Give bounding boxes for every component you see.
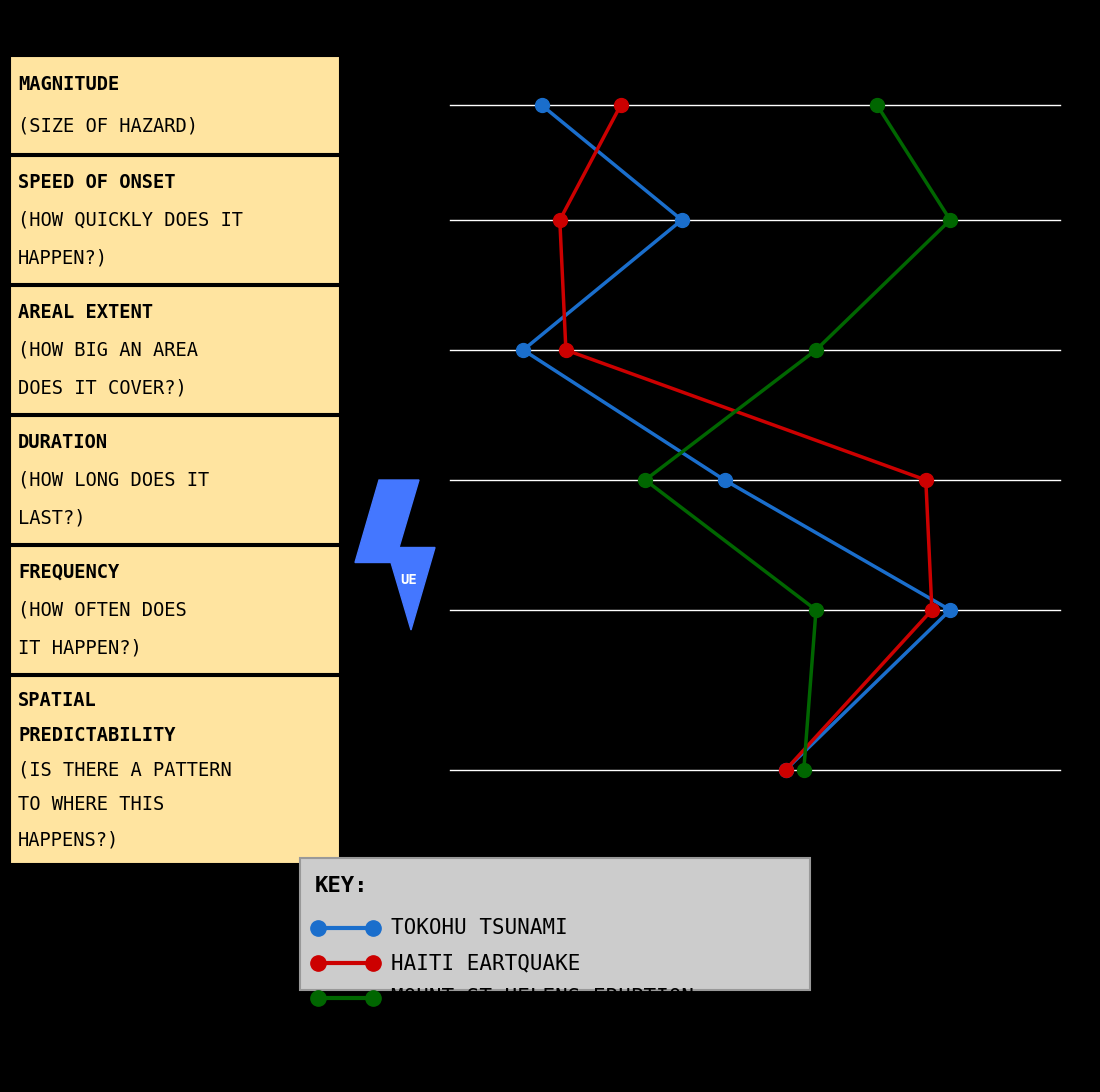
Text: AREAL EXTENT: AREAL EXTENT [18, 302, 153, 321]
Bar [10, 56, 340, 154]
Text: DURATION: DURATION [18, 432, 108, 451]
Text: KEY:: KEY: [315, 876, 368, 897]
Text: LAST?): LAST?) [18, 509, 86, 527]
Text: SPATIAL: SPATIAL [18, 691, 97, 710]
Text: TOKOHU TSUNAMI: TOKOHU TSUNAMI [390, 918, 568, 938]
Polygon shape [355, 480, 434, 630]
Text: (HOW OFTEN DOES: (HOW OFTEN DOES [18, 601, 187, 619]
Text: MAGNITUDE: MAGNITUDE [18, 74, 119, 94]
Text: HAPPEN?): HAPPEN?) [18, 249, 108, 268]
Text: TO WHERE THIS: TO WHERE THIS [18, 795, 164, 815]
Text: (HOW LONG DOES IT: (HOW LONG DOES IT [18, 471, 209, 489]
Bar [10, 286, 340, 414]
Text: HAITI EARTQUAKE: HAITI EARTQUAKE [390, 953, 581, 973]
Text: FREQUENCY: FREQUENCY [18, 562, 119, 582]
Bar [10, 156, 340, 284]
Bar [10, 416, 340, 544]
Text: IT HAPPEN?): IT HAPPEN?) [18, 639, 142, 657]
Text: (HOW QUICKLY DOES IT: (HOW QUICKLY DOES IT [18, 211, 243, 229]
Bar [10, 546, 340, 674]
Text: HAPPENS?): HAPPENS?) [18, 830, 119, 850]
Bar [300, 858, 810, 990]
Bar [10, 676, 340, 864]
Text: DOES IT COVER?): DOES IT COVER?) [18, 379, 187, 397]
Text: (HOW BIG AN AREA: (HOW BIG AN AREA [18, 341, 198, 359]
Text: UE: UE [400, 573, 417, 587]
Text: (IS THERE A PATTERN: (IS THERE A PATTERN [18, 760, 232, 780]
Text: MOUNT ST.HELENS ERUPTION: MOUNT ST.HELENS ERUPTION [390, 988, 694, 1008]
Text: (SIZE OF HAZARD): (SIZE OF HAZARD) [18, 117, 198, 135]
Text: PREDICTABILITY: PREDICTABILITY [18, 726, 176, 745]
Text: SPEED OF ONSET: SPEED OF ONSET [18, 173, 176, 191]
